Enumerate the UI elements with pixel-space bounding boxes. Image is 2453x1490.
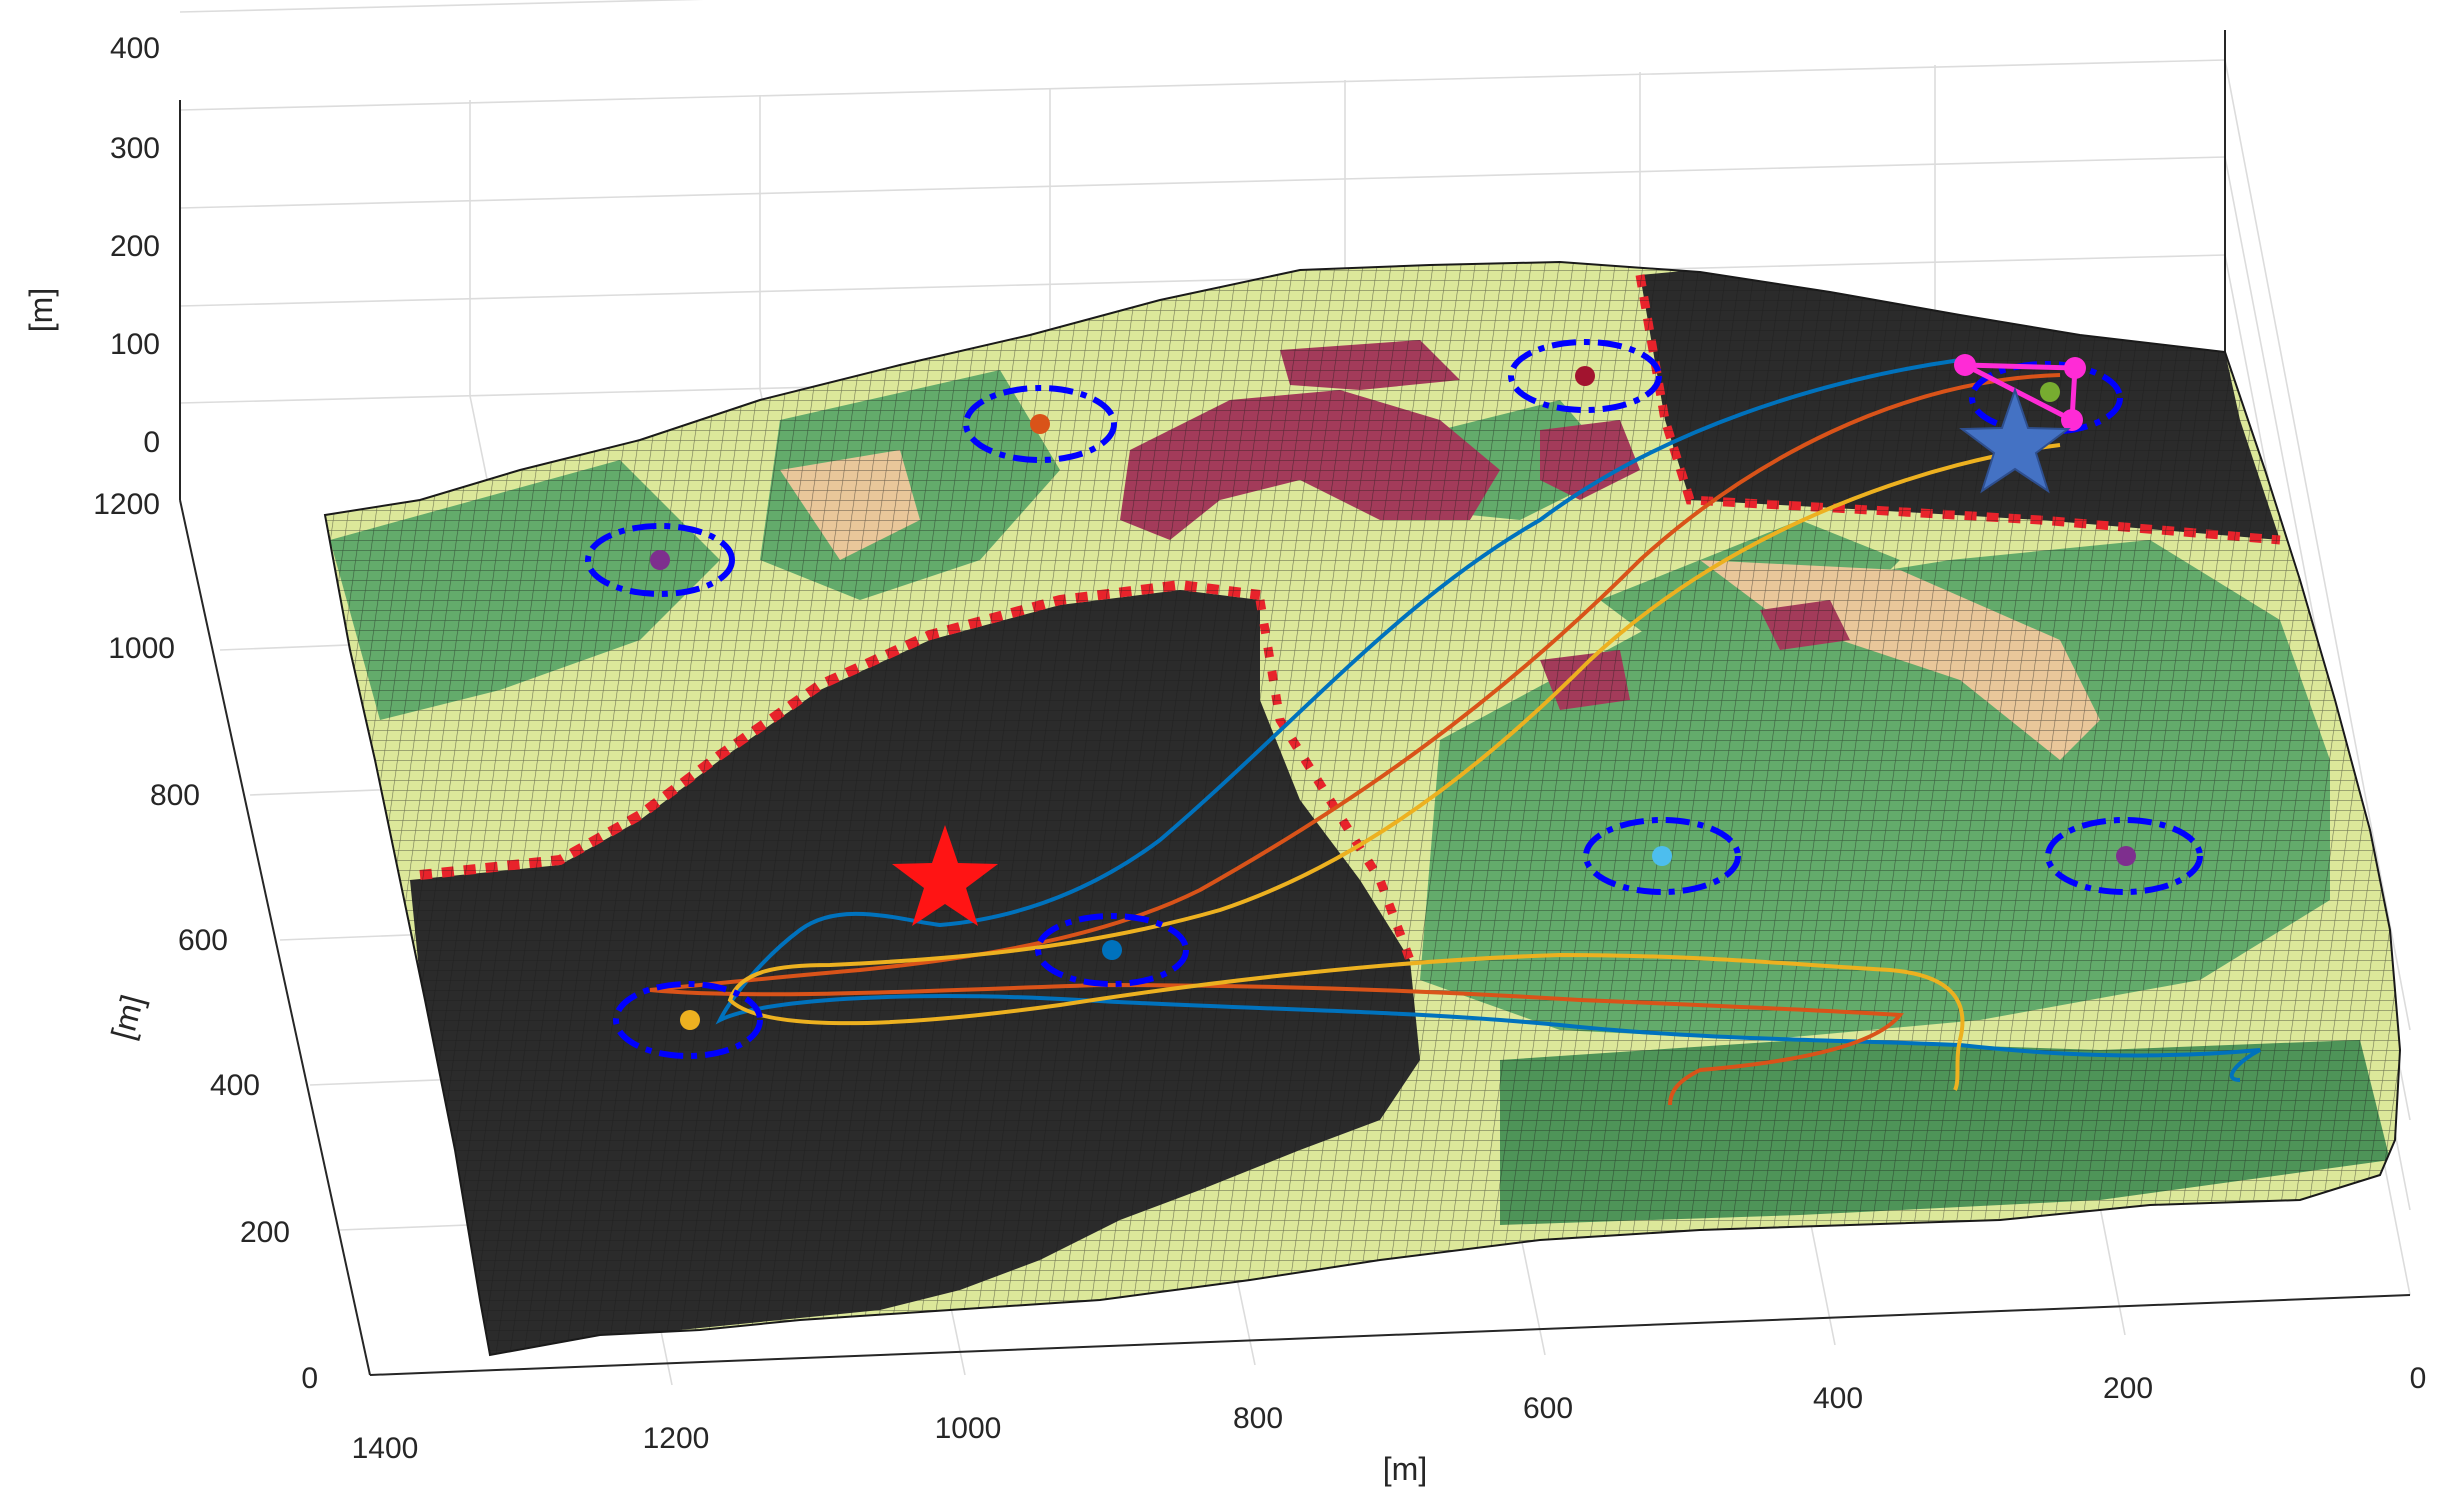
terrain-surface — [325, 262, 2400, 1355]
base-station-star — [1959, 386, 2071, 494]
waypoint-dot — [1030, 414, 1050, 434]
drone-start-marker — [2061, 409, 2083, 431]
y-tick-labels: 1200 1000 800 600 400 200 0 — [93, 488, 318, 1395]
waypoint-dot — [650, 550, 670, 570]
waypoint-zone — [1035, 913, 1189, 987]
trajectories — [649, 358, 2261, 1106]
x-tick: 0 — [2410, 1362, 2427, 1395]
fire-origin-star — [892, 825, 998, 926]
waypoint-dots — [650, 366, 2136, 1030]
x-axis-label: [m] — [1383, 1451, 1427, 1487]
trajectory-blue — [715, 358, 2261, 1082]
y-tick: 1200 — [93, 488, 160, 521]
x-tick: 1400 — [352, 1432, 419, 1465]
x-axis-line — [369, 1294, 2411, 1376]
waypoint-zone — [613, 981, 763, 1059]
waypoint-zone — [1969, 361, 2123, 435]
z-tick: 200 — [110, 230, 160, 263]
z-axis-label: [m] — [23, 288, 59, 332]
axes — [179, 30, 2411, 1376]
x-tick: 1000 — [935, 1412, 1002, 1445]
waypoint-dot — [680, 1010, 700, 1030]
x-tick: 600 — [1523, 1392, 1573, 1425]
waypoint-dot — [2040, 382, 2060, 402]
waypoint-dot — [1652, 846, 1672, 866]
drone-starts — [1954, 354, 2086, 431]
waypoint-zone — [585, 523, 735, 597]
trajectory-orange — [649, 373, 2061, 1106]
drone-connector — [1963, 362, 2078, 424]
x-tick: 400 — [1813, 1382, 1863, 1415]
waypoint-dot — [2116, 846, 2136, 866]
x-tick: 200 — [2103, 1372, 2153, 1405]
y-axis-line — [179, 499, 371, 1376]
y-tick: 0 — [301, 1362, 318, 1395]
y-tick: 200 — [240, 1216, 290, 1249]
z-tick: 100 — [110, 328, 160, 361]
y-tick: 1000 — [108, 632, 175, 665]
waypoint-zone — [2045, 817, 2203, 895]
z-tick-labels: 400 300 200 100 0 — [110, 32, 160, 459]
waypoint-zones — [585, 339, 2203, 1059]
drone-start-marker — [2064, 357, 2086, 379]
y-tick: 800 — [150, 779, 200, 812]
x-tick-labels: 1400 1200 1000 800 600 400 200 0 — [352, 1362, 2427, 1465]
z-tick: 300 — [110, 132, 160, 165]
z-tick: 400 — [110, 32, 160, 65]
waypoint-dot — [1575, 366, 1595, 386]
y-tick: 400 — [210, 1069, 260, 1102]
y-axis-label: [m] — [104, 991, 150, 1043]
waypoint-zone — [963, 385, 1117, 463]
z-tick: 0 — [143, 426, 160, 459]
waypoint-zone — [1508, 339, 1662, 413]
trajectory-yellow — [727, 443, 2061, 1091]
x-tick: 800 — [1233, 1402, 1283, 1435]
drone-start-marker — [1954, 354, 1976, 376]
waypoint-zone — [1583, 817, 1741, 895]
y-tick: 600 — [178, 924, 228, 957]
x-tick: 1200 — [643, 1422, 710, 1455]
waypoint-dot — [1102, 940, 1122, 960]
